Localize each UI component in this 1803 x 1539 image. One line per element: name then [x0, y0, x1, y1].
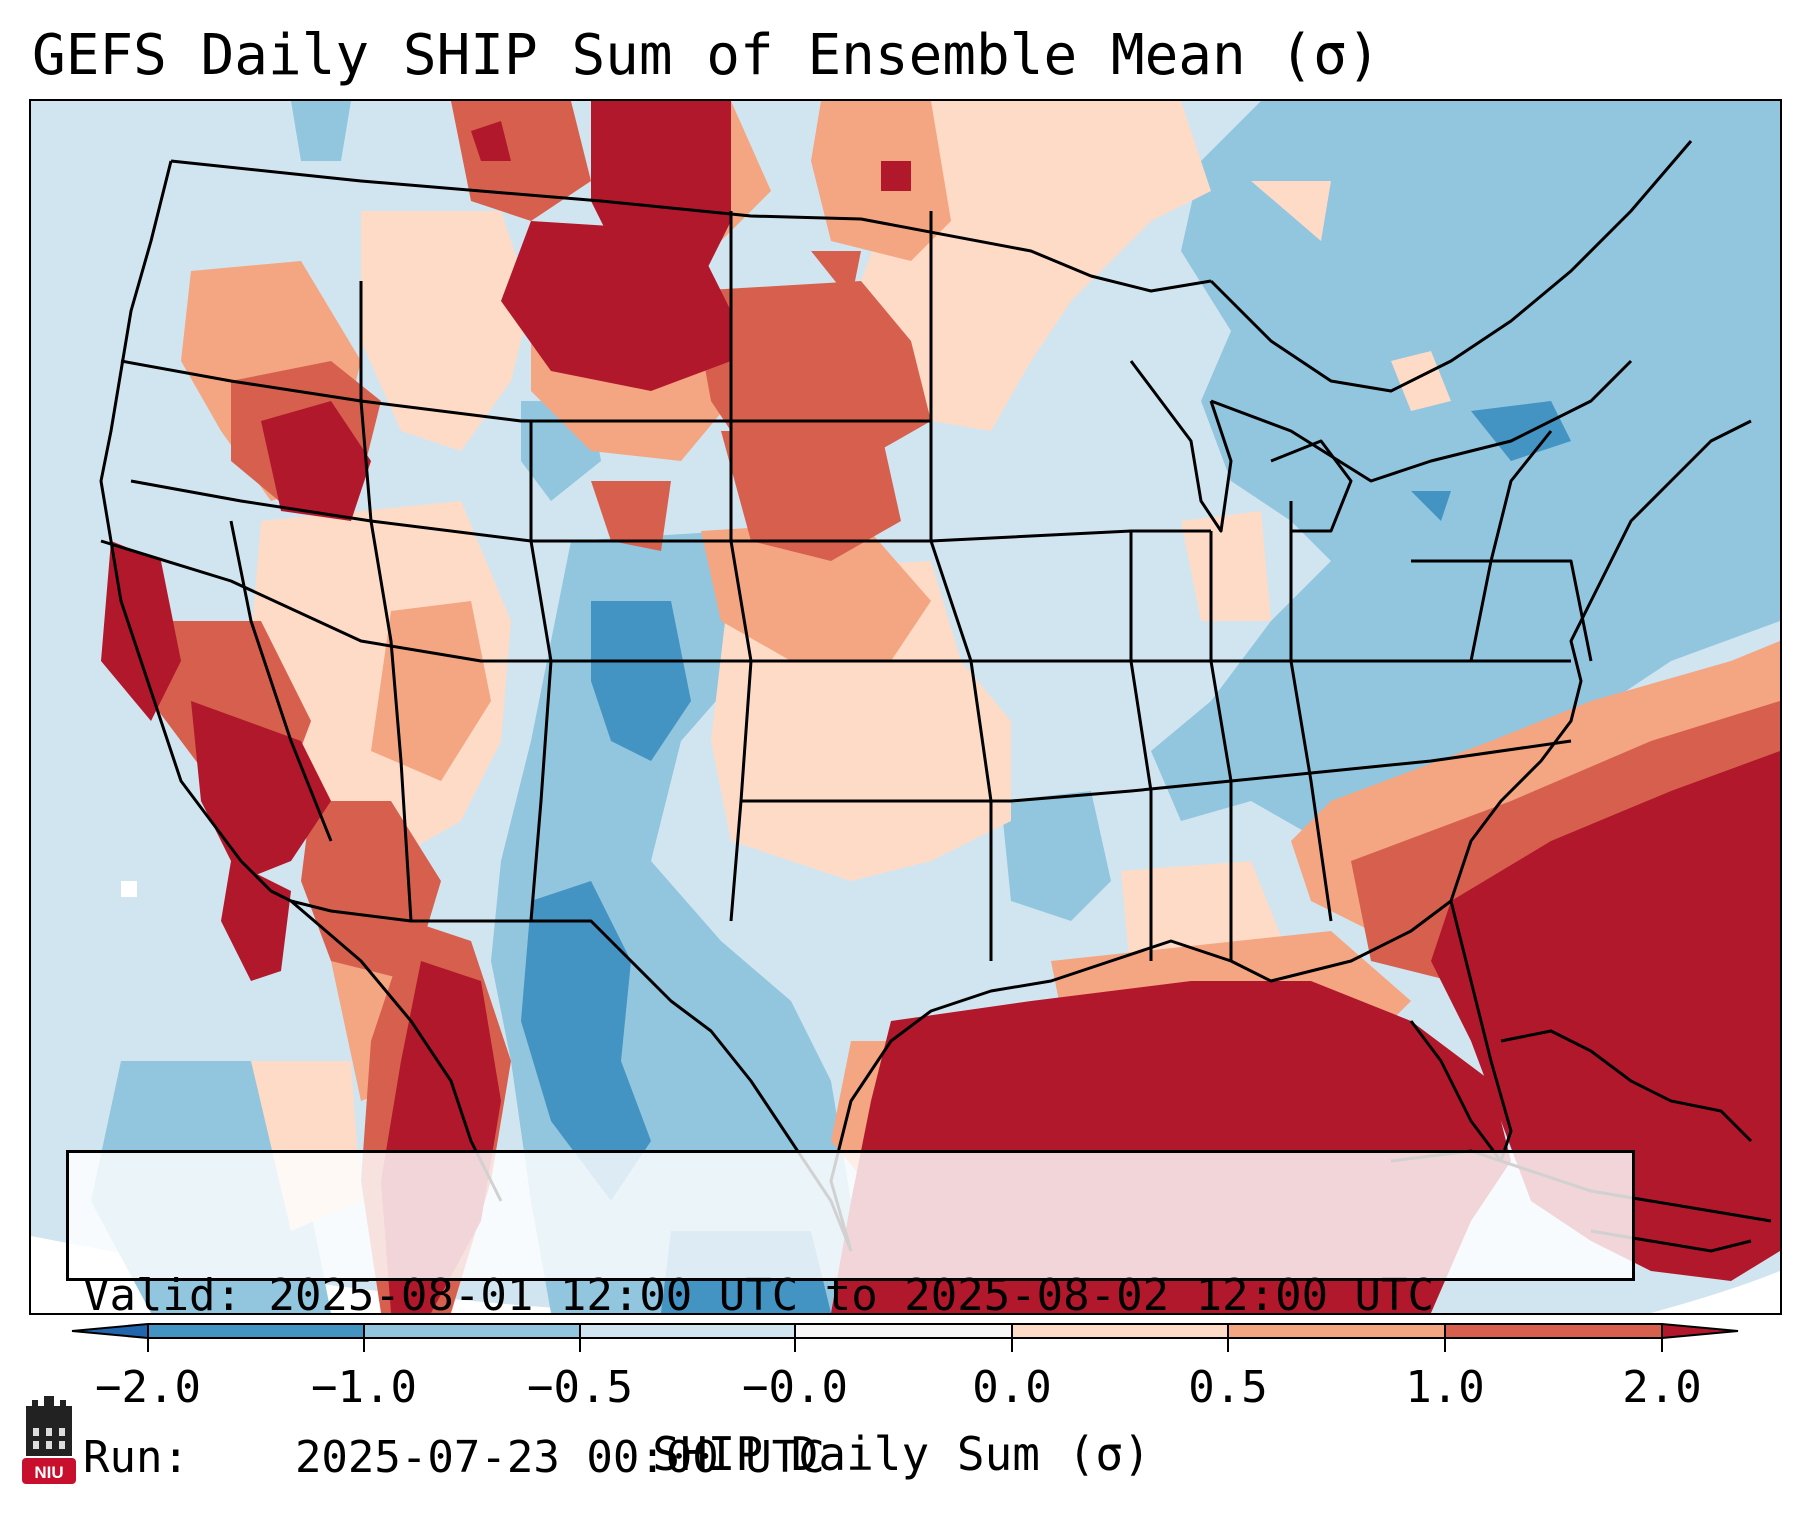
- colorbar-tick-label: −2.0: [95, 1362, 201, 1413]
- political-boundaries: [99, 140, 1752, 1252]
- colorbar-tick-label: −1.0: [311, 1362, 417, 1413]
- valid-run-info-box: Valid: 2025-08-01 12:00 UTC to 2025-08-0…: [66, 1150, 1635, 1483]
- state-border: [1411, 559, 1593, 662]
- colorbar-tick-label: 0.0: [972, 1362, 1052, 1413]
- valid-line: Valid: 2025-08-01 12:00 UTC to 2025-08-0…: [83, 1269, 1618, 1323]
- missing-data-cell: [121, 881, 137, 897]
- colorbar-label: SHIP Daily Sum (σ): [652, 1427, 1151, 1481]
- colorbar-bin: [72, 1324, 148, 1338]
- great-lakes-shore: [1210, 359, 1633, 483]
- map-title: GEFS Daily SHIP Sum of Ensemble Mean (σ): [32, 23, 1381, 88]
- state-border: [229, 520, 333, 842]
- shaded-anomaly-map: [31, 101, 1780, 1313]
- colorbar-tick-label: 2.0: [1622, 1362, 1702, 1413]
- colorbar-bin: [148, 1324, 364, 1338]
- state-border: [1469, 430, 1553, 662]
- gulf-coast: [829, 899, 1513, 1252]
- colorbar-bin: [1445, 1324, 1662, 1338]
- colorbar-tick-label: −0.5: [527, 1362, 633, 1413]
- state-border: [1129, 531, 1153, 961]
- lake-huron: [1270, 439, 1353, 533]
- niu-university-logo-icon: NIU: [22, 1396, 76, 1484]
- colorbar-bins: [71, 1323, 1739, 1339]
- state-border: [1209, 531, 1233, 961]
- moderate-negative-regions: [521, 401, 1571, 1313]
- colorbar-tick-label: −0.0: [742, 1362, 848, 1413]
- run-line: Run: 2025-07-23 00:00 UTC: [83, 1431, 1618, 1485]
- colorbar-bin: [580, 1324, 795, 1338]
- projection-edge: [1651, 1271, 1780, 1313]
- lake-michigan: [1129, 360, 1233, 533]
- valid-label: Valid:: [83, 1270, 242, 1321]
- run-label: Run:: [83, 1432, 189, 1483]
- colorbar-ticks: [147, 1324, 1663, 1352]
- state-border: [529, 421, 553, 922]
- colorbar-bin: [795, 1324, 1012, 1338]
- us-canada-border: [170, 159, 1212, 293]
- colorbar-tick-labels: −2.0 −1.0 −0.5 −0.0 0.0 0.5 1.0 2.0: [0, 1363, 1803, 1423]
- colorbar-bin: [1228, 1324, 1445, 1338]
- state-border: [729, 211, 753, 922]
- state-border: [100, 539, 1571, 663]
- logo-text: NIU: [34, 1463, 63, 1482]
- colorbar-tick-label: 0.5: [1188, 1362, 1268, 1413]
- us-west-coast: [99, 160, 292, 903]
- colorbar: [71, 1323, 1739, 1352]
- colorbar-tick-label: 1.0: [1405, 1362, 1485, 1413]
- state-border: [359, 281, 413, 922]
- state-border: [929, 211, 993, 961]
- run-time: 2025-07-23 00:00 UTC: [294, 1432, 825, 1483]
- map-panel: [29, 99, 1782, 1315]
- colorbar-bin: [1662, 1324, 1738, 1338]
- state-border: [120, 359, 931, 423]
- colorbar-bin: [1012, 1324, 1228, 1338]
- state-border: [741, 739, 1572, 803]
- valid-range: 2025-08-01 12:00 UTC to 2025-08-02 12:00…: [268, 1270, 1435, 1321]
- logo-badge: [22, 1458, 76, 1484]
- state-border: [1289, 501, 1333, 922]
- colorbar-bin: [364, 1324, 580, 1338]
- state-border: [130, 479, 1211, 543]
- atlantic-coast: [1449, 419, 1752, 902]
